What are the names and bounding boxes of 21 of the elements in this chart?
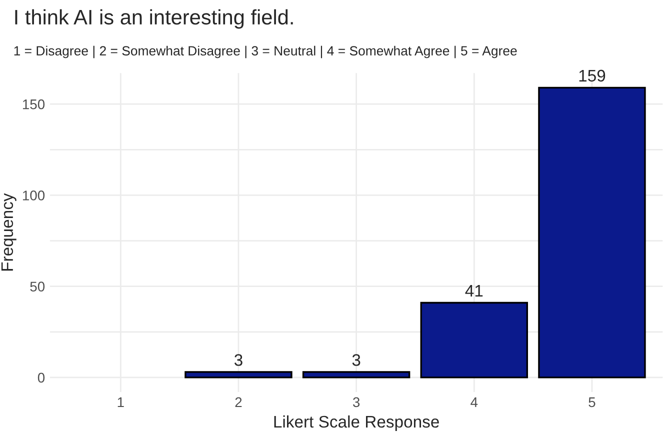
x-tick-label: 2 (235, 397, 242, 407)
data-label: 3 (234, 354, 242, 366)
x-tick-label: 3 (352, 397, 360, 408)
y-tick-label: 50 (30, 282, 45, 292)
bar (420, 302, 528, 378)
data-label: 159 (579, 70, 606, 82)
x-tick-label: 5 (588, 397, 596, 408)
x-tick-label: 1 (118, 397, 124, 407)
x-tick-label: 4 (470, 397, 478, 407)
x-axis-title: Likert Scale Response (274, 415, 439, 431)
data-label: 41 (465, 285, 483, 297)
bar (302, 371, 410, 378)
chart-subtitle: 1 = Disagree | 2 = Somewhat Disagree | 3 = Neutral | 4 = Somewhat Agree | 5 = Agree (14, 46, 517, 58)
y-tick-label: 100 (22, 190, 45, 200)
chart-title: I think AI is an interesting field. (15, 9, 293, 29)
y-tick-label: 0 (38, 372, 45, 383)
y-axis-title: Frequency (1, 193, 16, 271)
data-label: 3 (352, 354, 360, 366)
y-tick-label: 150 (22, 99, 45, 110)
bar (184, 371, 292, 378)
bar (538, 86, 646, 378)
